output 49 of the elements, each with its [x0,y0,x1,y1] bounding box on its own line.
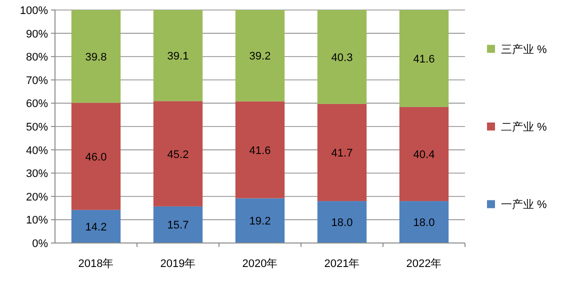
bar [317,10,367,104]
y-tick-label: 40% [26,144,48,157]
y-tick-label: 80% [26,52,48,64]
bar [153,101,203,206]
bar [399,106,449,202]
y-tick-label: 70% [26,74,48,87]
bar [153,10,203,102]
bar [399,10,449,107]
data-label: 45.2 [167,148,189,161]
legend-label: 三产业 % [501,42,548,56]
legend-label: 二产业 % [501,120,548,134]
bar [71,10,121,103]
y-tick-label: 30% [26,168,48,180]
data-label: 18.0 [413,217,435,230]
x-tick-label: 2021年 [324,258,360,270]
y-tick-label: 50% [26,122,48,134]
bar [71,210,121,243]
data-label: 46.0 [85,151,107,164]
x-tick-label: 2022年 [406,258,442,270]
bar [235,198,285,243]
y-tick-label: 0% [32,238,48,250]
bar [235,101,285,198]
bar [71,102,121,210]
data-label: 39.1 [167,50,189,63]
x-tick-label: 2018年 [78,258,114,270]
bar [317,201,367,243]
y-tick-label: 100% [20,5,48,17]
data-label: 41.7 [331,147,353,160]
y-tick-label: 90% [26,28,48,40]
data-label: 18.0 [331,217,353,230]
data-label: 40.3 [331,52,353,64]
x-tick-label: 2020年 [242,258,278,270]
data-label: 15.7 [167,220,189,232]
bar [153,206,203,243]
data-label: 41.6 [249,144,271,157]
bar [235,10,285,102]
legend-label: 一产业 % [501,198,548,212]
data-label: 14.2 [85,221,107,234]
data-label: 39.2 [249,50,271,63]
data-label: 19.2 [249,216,271,228]
x-tick-label: 2019年 [160,258,196,270]
data-label: 39.8 [85,51,107,64]
y-tick-label: 60% [26,98,48,110]
y-tick-label: 20% [26,191,48,204]
data-label: 41.6 [413,53,435,66]
y-tick-label: 10% [26,214,48,227]
bar [317,104,367,202]
bar [399,201,449,243]
data-label: 40.4 [413,148,435,161]
